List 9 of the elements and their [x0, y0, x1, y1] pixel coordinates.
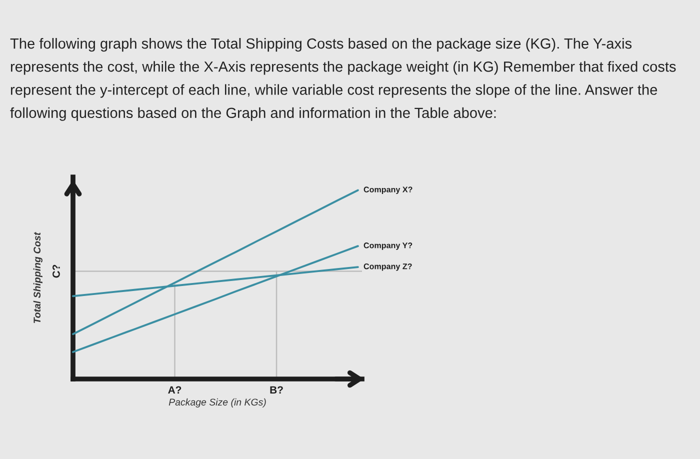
x-tick-label: B?	[270, 386, 283, 394]
series-label: Company X?	[364, 186, 412, 194]
x-axis-title: Package Size (in KGs)	[168, 398, 266, 408]
series-label: Company Y?	[364, 242, 412, 250]
series-label: Company Z?	[364, 264, 412, 271]
x-tick-label: A?	[168, 386, 182, 394]
y-axis-title: Total Shipping Cost	[33, 232, 42, 324]
ref-line-label: C?	[52, 264, 60, 278]
chart-title: The following graph shows the Total Shipping Costs based on the package size (KG). The Y-axis represents the cost, while the X-Axis represents the package weight (in KG) Remember that fixed costs represent the y-intercept of each line, while variable cost represents the slope of the line. Answer the following questions based on the Graph and information in the Table above:	[10, 38, 676, 121]
